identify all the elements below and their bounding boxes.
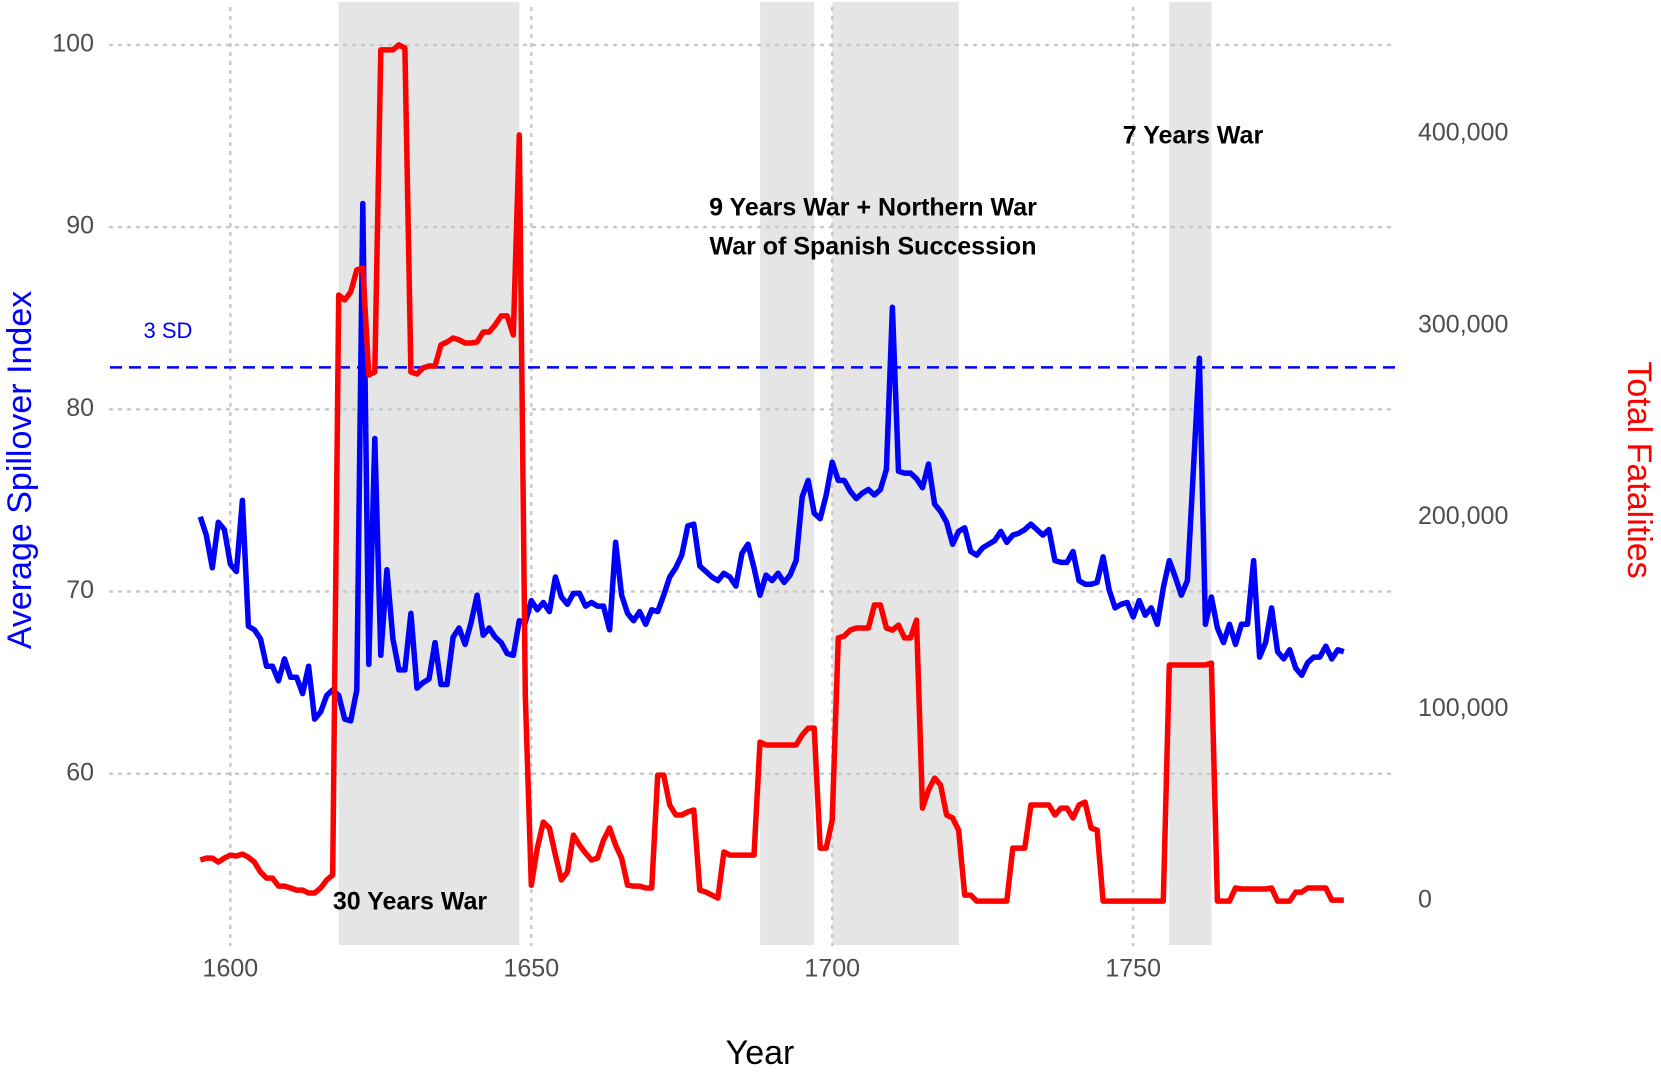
series-line bbox=[197, 200, 1345, 724]
reference-label: 3 SD bbox=[144, 318, 193, 343]
x-axis-title: Year bbox=[726, 1034, 795, 1072]
shaded-period bbox=[760, 2, 815, 945]
y-tick-label: 60 bbox=[66, 758, 94, 786]
y2-tick-label: 200,000 bbox=[1418, 502, 1508, 530]
series-line bbox=[199, 42, 1344, 904]
x-tick-label: 1750 bbox=[1105, 955, 1161, 983]
x-tick-label: 1650 bbox=[503, 955, 559, 983]
y2-tick-label: 400,000 bbox=[1418, 119, 1508, 147]
y-tick-label: 80 bbox=[66, 394, 94, 422]
y2-tick-label: 0 bbox=[1418, 886, 1432, 914]
annotation: 9 Years War + Northern War bbox=[709, 194, 1037, 222]
shaded-period bbox=[832, 2, 959, 945]
y2-tick-label: 300,000 bbox=[1418, 310, 1508, 338]
x-tick-label: 1700 bbox=[804, 955, 860, 983]
annotation: War of Spanish Succession bbox=[710, 233, 1037, 261]
y-tick-label: 70 bbox=[66, 576, 94, 604]
annotation: 30 Years War bbox=[333, 888, 488, 916]
y-tick-label: 90 bbox=[66, 212, 94, 240]
y-axis-title: Average Spillover Index bbox=[1, 291, 39, 649]
x-tick-label: 1600 bbox=[203, 955, 259, 983]
y2-tick-label: 100,000 bbox=[1418, 694, 1508, 722]
y2-axis-title: Total Fatalities bbox=[1620, 361, 1658, 578]
annotation: 7 Years War bbox=[1123, 122, 1264, 150]
y-tick-label: 100 bbox=[52, 30, 94, 58]
